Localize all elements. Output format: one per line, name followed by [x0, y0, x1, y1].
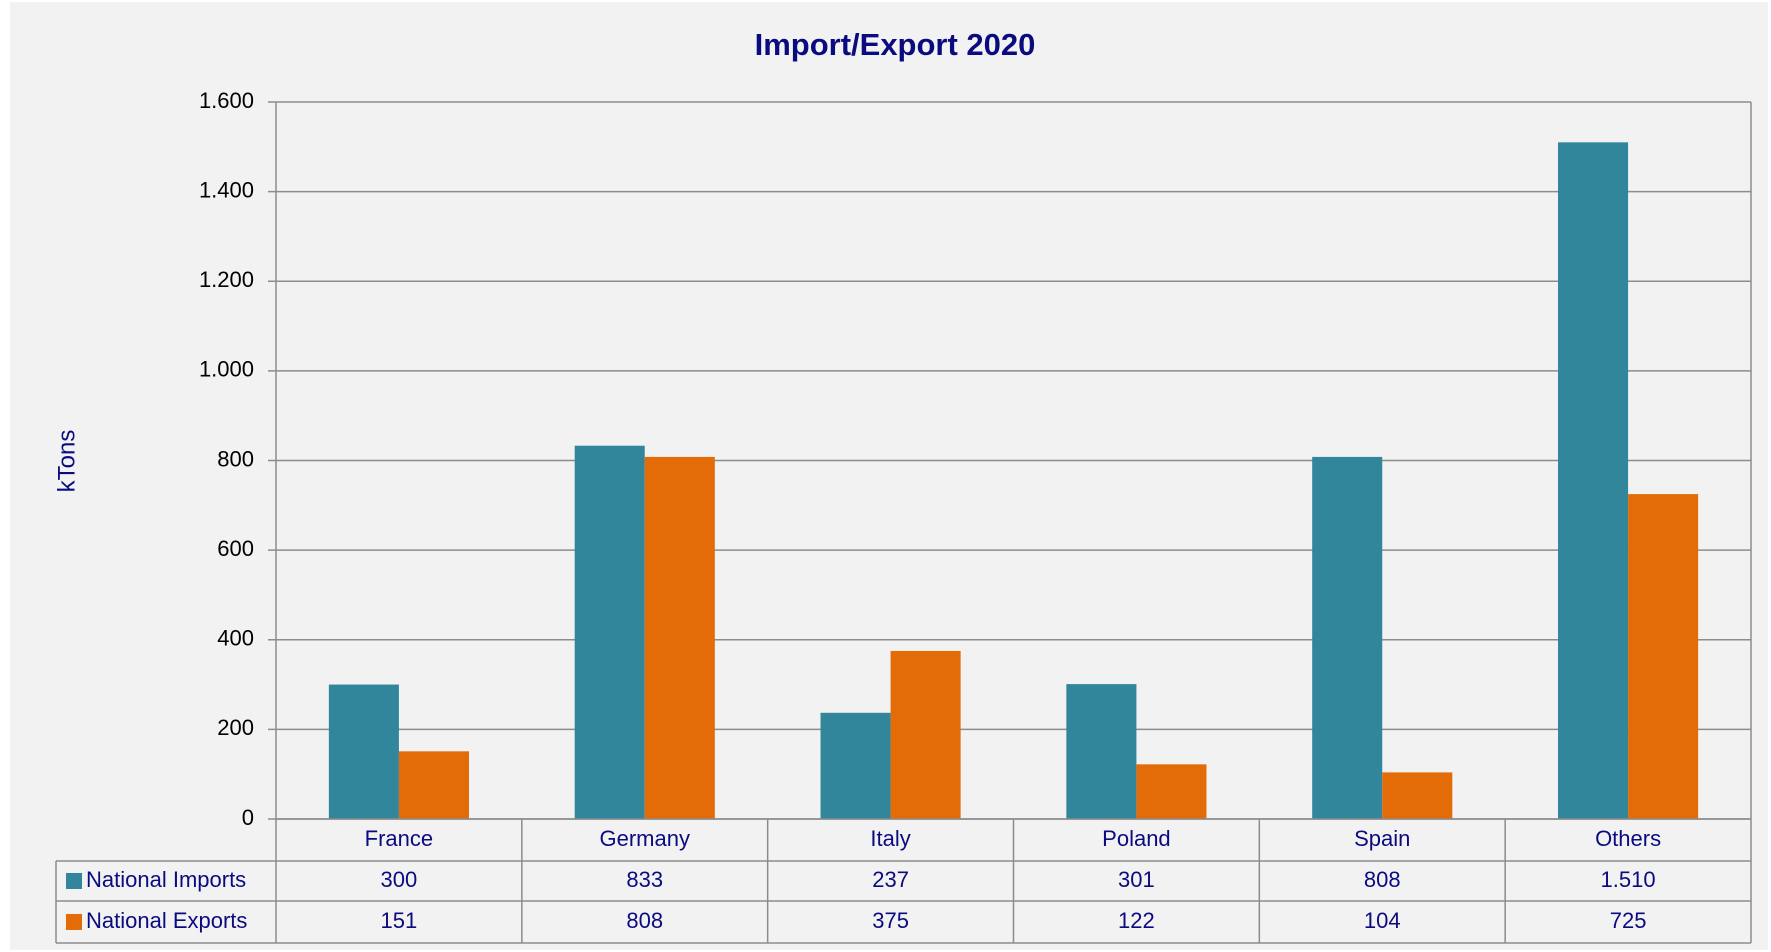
- y-tick-label: 0: [242, 805, 254, 830]
- bar: [1558, 142, 1629, 820]
- bar: [1066, 684, 1137, 819]
- bar: [644, 456, 715, 819]
- legend-key: [66, 873, 82, 889]
- y-axis-title: kTons: [53, 430, 80, 493]
- legend-label: National Imports: [86, 867, 246, 892]
- y-tick-label: 1.200: [199, 267, 254, 292]
- table-cell: 301: [1118, 867, 1155, 892]
- x-tick-label: Poland: [1102, 826, 1171, 851]
- y-tick-label: 1.400: [199, 177, 254, 202]
- bar: [820, 712, 891, 819]
- bar: [1136, 764, 1207, 819]
- x-tick-label: Germany: [600, 826, 690, 851]
- y-tick-label: 400: [217, 626, 254, 651]
- table-cell: 725: [1610, 908, 1647, 933]
- y-tick-label: 1.600: [199, 88, 254, 113]
- bar: [1312, 456, 1383, 819]
- x-tick-label: France: [365, 826, 433, 851]
- chart-title: Import/Export 2020: [755, 27, 1036, 62]
- y-tick-label: 200: [217, 715, 254, 740]
- x-tick-label: Others: [1595, 826, 1661, 851]
- table-cell: 237: [872, 867, 909, 892]
- table-cell: 122: [1118, 908, 1155, 933]
- bar: [1628, 494, 1699, 819]
- bar: [574, 445, 645, 819]
- table-cell: 808: [626, 908, 663, 933]
- legend-key: [66, 914, 82, 930]
- table-cell: 104: [1364, 908, 1401, 933]
- x-tick-label: Italy: [870, 826, 910, 851]
- table-cell: 300: [381, 867, 418, 892]
- y-tick-label: 800: [217, 446, 254, 471]
- table-cell: 151: [381, 908, 418, 933]
- bar: [328, 684, 399, 819]
- table-cell: 1.510: [1601, 867, 1656, 892]
- table-cell: 375: [872, 908, 909, 933]
- table-cell: 808: [1364, 867, 1401, 892]
- bar: [398, 751, 469, 819]
- bar: [1382, 772, 1453, 819]
- y-tick-label: 1.000: [199, 357, 254, 382]
- table-cell: 833: [626, 867, 663, 892]
- y-tick-label: 600: [217, 536, 254, 561]
- x-tick-label: Spain: [1354, 826, 1410, 851]
- legend-label: National Exports: [86, 908, 247, 933]
- bar: [890, 650, 961, 819]
